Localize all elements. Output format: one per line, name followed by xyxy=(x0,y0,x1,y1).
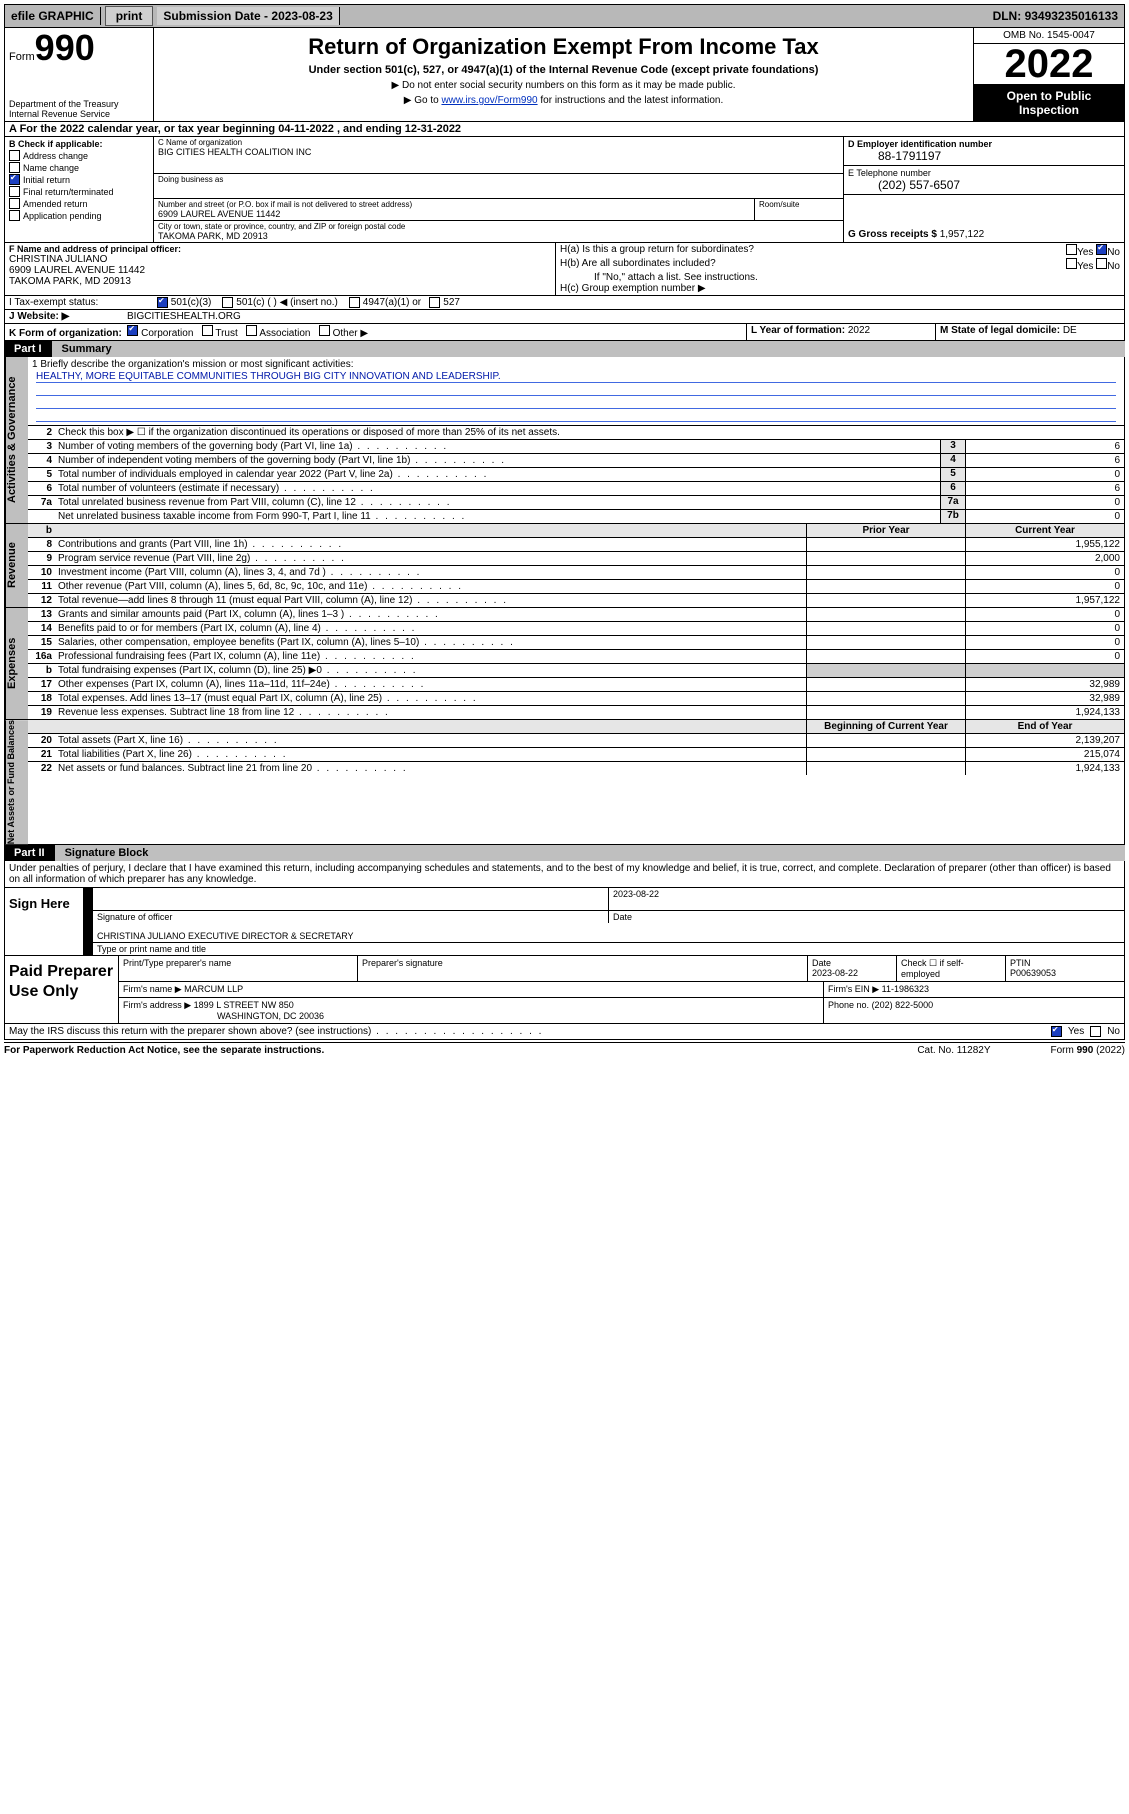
chk-initial-return[interactable] xyxy=(9,174,20,185)
ha-yesno: Yes No xyxy=(1066,244,1120,258)
chk-4947[interactable] xyxy=(349,297,360,308)
efile-label: efile GRAPHIC xyxy=(5,7,101,25)
submission-date: Submission Date - 2023-08-23 xyxy=(157,7,339,25)
hb-yesno: Yes No xyxy=(1066,258,1120,272)
print-button[interactable]: print xyxy=(105,6,154,26)
section-bcdeg: B Check if applicable: Address change Na… xyxy=(4,137,1125,243)
form-note-link: ▶ Go to www.irs.gov/Form990 for instruct… xyxy=(160,95,967,106)
section-fh: F Name and address of principal officer:… xyxy=(4,243,1125,296)
table-row: 13 Grants and similar amounts paid (Part… xyxy=(28,608,1124,622)
sign-arrow-bar xyxy=(83,888,93,955)
table-row: 21 Total liabilities (Part X, line 26)21… xyxy=(28,748,1124,762)
org-street: 6909 LAUREL AVENUE 11442 xyxy=(158,209,750,219)
table-row: 9 Program service revenue (Part VIII, li… xyxy=(28,552,1124,566)
chk-amended[interactable] xyxy=(9,198,20,209)
firm-ein: 11-1986323 xyxy=(882,984,929,994)
gov-row: Net unrelated business taxable income fr… xyxy=(28,510,1124,523)
gov-row: 2 Check this box ▶ ☐ if the organization… xyxy=(28,426,1124,440)
form-number: Form 990 xyxy=(9,30,149,66)
chk-name-change[interactable] xyxy=(9,162,20,173)
activities-governance: Activities & Governance 1 Briefly descri… xyxy=(4,357,1125,524)
chk-501c3[interactable] xyxy=(157,297,168,308)
netassets-section: Net Assets or Fund Balances Beginning of… xyxy=(4,720,1125,845)
col-current-year: Current Year xyxy=(965,524,1124,537)
form-title: Return of Organization Exempt From Incom… xyxy=(160,34,967,60)
discuss-yes[interactable] xyxy=(1051,1026,1062,1037)
table-row: 12 Total revenue—add lines 8 through 11 … xyxy=(28,594,1124,607)
table-row: 14 Benefits paid to or for members (Part… xyxy=(28,622,1124,636)
line-i-taxexempt: I Tax-exempt status: 501(c)(3) 501(c) ( … xyxy=(4,296,1125,310)
line-a-taxyear: A For the 2022 calendar year, or tax yea… xyxy=(4,122,1125,137)
gov-row: 4 Number of independent voting members o… xyxy=(28,454,1124,468)
phone: (202) 557-6507 xyxy=(848,178,1120,192)
chk-address-change[interactable] xyxy=(9,150,20,161)
preparer-date: 2023-08-22 xyxy=(812,968,892,978)
form-header: Form 990 Department of the Treasury Inte… xyxy=(4,28,1125,122)
year-formation: 2022 xyxy=(848,325,870,336)
gov-row: 5 Total number of individuals employed i… xyxy=(28,468,1124,482)
line-klm: K Form of organization: Corporation Trus… xyxy=(4,324,1125,341)
table-row: 11 Other revenue (Part VIII, column (A),… xyxy=(28,580,1124,594)
table-row: b Total fundraising expenses (Part IX, c… xyxy=(28,664,1124,678)
firm-name: MARCUM LLP xyxy=(184,984,243,994)
mission-text: HEALTHY, MORE EQUITABLE COMMUNITIES THRO… xyxy=(36,371,1116,383)
part-i-header: Part I Summary xyxy=(4,341,1125,357)
open-to-public: Open to Public Inspection xyxy=(974,85,1124,121)
chk-assoc[interactable] xyxy=(246,325,257,336)
table-row: 20 Total assets (Part X, line 16)2,139,2… xyxy=(28,734,1124,748)
gov-row: 3 Number of voting members of the govern… xyxy=(28,440,1124,454)
form-note-ssn: ▶ Do not enter social security numbers o… xyxy=(160,80,967,91)
discuss-no[interactable] xyxy=(1090,1026,1101,1037)
table-row: 18 Total expenses. Add lines 13–17 (must… xyxy=(28,692,1124,706)
chk-application-pending[interactable] xyxy=(9,210,20,221)
top-bar: efile GRAPHIC print Submission Date - 20… xyxy=(4,4,1125,28)
expenses-section: Expenses 13 Grants and similar amounts p… xyxy=(4,608,1125,720)
officer-typed-name: CHRISTINA JULIANO EXECUTIVE DIRECTOR & S… xyxy=(93,923,1124,942)
officer-name: CHRISTINA JULIANO xyxy=(9,254,551,265)
chk-trust[interactable] xyxy=(202,325,213,336)
table-row: 10 Investment income (Part VIII, column … xyxy=(28,566,1124,580)
form-subtitle: Under section 501(c), 527, or 4947(a)(1)… xyxy=(160,64,967,76)
page-footer: For Paperwork Reduction Act Notice, see … xyxy=(4,1042,1125,1058)
discuss-with-preparer: May the IRS discuss this return with the… xyxy=(4,1024,1125,1040)
ein: 88-1791197 xyxy=(848,149,1120,163)
gross-receipts: G Gross receipts $ 1,957,122 xyxy=(848,229,984,240)
line-j-website: J Website: ▶ BIGCITIESHEALTH.ORG xyxy=(4,310,1125,324)
gov-row: 7a Total unrelated business revenue from… xyxy=(28,496,1124,510)
table-row: 19 Revenue less expenses. Subtract line … xyxy=(28,706,1124,719)
firm-phone: (202) 822-5000 xyxy=(872,1000,934,1010)
chk-other[interactable] xyxy=(319,325,330,336)
gov-row: 6 Total number of volunteers (estimate i… xyxy=(28,482,1124,496)
ein-phone-column: D Employer identification number 88-1791… xyxy=(843,137,1124,242)
chk-527[interactable] xyxy=(429,297,440,308)
org-city: TAKOMA PARK, MD 20913 xyxy=(158,231,839,241)
ptin: P00639053 xyxy=(1010,968,1120,978)
chk-corp[interactable] xyxy=(127,325,138,336)
tax-year: 2022 xyxy=(974,44,1124,85)
chk-final-return[interactable] xyxy=(9,186,20,197)
irs-link[interactable]: www.irs.gov/Form990 xyxy=(441,95,537,106)
table-row: 17 Other expenses (Part IX, column (A), … xyxy=(28,678,1124,692)
table-row: 15 Salaries, other compensation, employe… xyxy=(28,636,1124,650)
chk-501c[interactable] xyxy=(222,297,233,308)
sign-date: 2023-08-22 xyxy=(608,888,1124,910)
table-row: 16a Professional fundraising fees (Part … xyxy=(28,650,1124,664)
declaration: Under penalties of perjury, I declare th… xyxy=(4,861,1125,888)
sign-here-block: Sign Here 2023-08-22 Signature of office… xyxy=(4,888,1125,956)
state-domicile: DE xyxy=(1063,325,1077,336)
table-row: 8 Contributions and grants (Part VIII, l… xyxy=(28,538,1124,552)
org-name: BIG CITIES HEALTH COALITION INC xyxy=(158,147,839,157)
check-b-column: B Check if applicable: Address change Na… xyxy=(5,137,154,242)
dept-treasury: Department of the Treasury Internal Reve… xyxy=(9,99,149,119)
part-ii-header: Part II Signature Block xyxy=(4,845,1125,861)
paid-preparer-block: Paid Preparer Use Only Print/Type prepar… xyxy=(4,956,1125,1024)
revenue-section: Revenue b Prior Year Current Year 8 Cont… xyxy=(4,524,1125,608)
col-prior-year: Prior Year xyxy=(806,524,965,537)
dln: DLN: 93493235016133 xyxy=(987,7,1124,25)
org-info-column: C Name of organization BIG CITIES HEALTH… xyxy=(154,137,843,242)
table-row: 22 Net assets or fund balances. Subtract… xyxy=(28,762,1124,775)
website-url: BIGCITIESHEALTH.ORG xyxy=(123,310,245,323)
